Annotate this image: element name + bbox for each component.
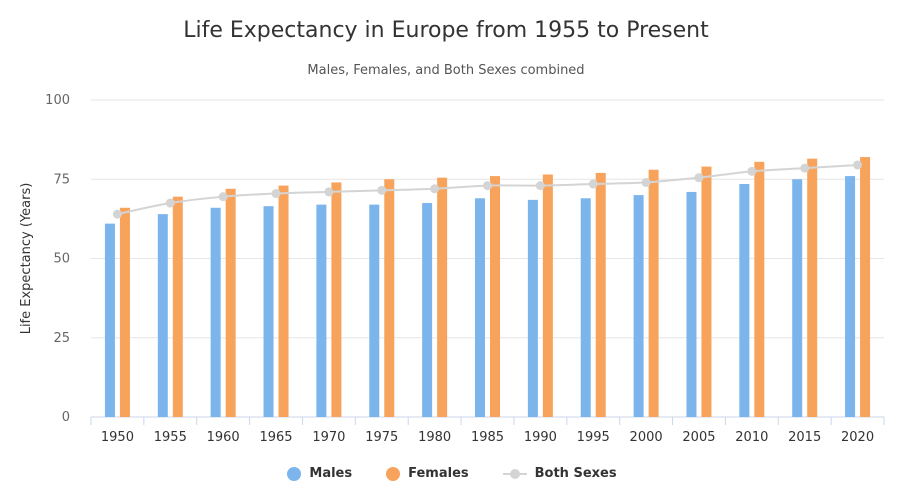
point-both-sexes	[800, 163, 810, 173]
legend-item-both-sexes[interactable]: Both Sexes	[502, 466, 617, 481]
bar-females	[648, 169, 659, 417]
point-both-sexes	[271, 189, 281, 199]
point-both-sexes	[747, 166, 757, 176]
point-both-sexes	[112, 209, 122, 219]
point-both-sexes	[483, 181, 492, 191]
y-axis-title: Life Expectancy (Years)	[19, 183, 34, 335]
bar-females	[437, 177, 448, 417]
legend-swatch-males	[287, 466, 302, 481]
point-both-sexes	[324, 187, 334, 197]
bar-females	[490, 176, 500, 417]
y-tick-label: 75	[53, 172, 70, 187]
x-tick-label: 2020	[841, 430, 874, 445]
bar-females	[278, 185, 289, 417]
bar-males	[422, 203, 433, 417]
x-tick-label: 1985	[471, 430, 504, 445]
bar-females	[860, 157, 871, 417]
legend-swatch-both-sexes	[502, 467, 527, 481]
x-tick-label: 1995	[577, 430, 610, 445]
x-tick-label: 2010	[735, 430, 768, 445]
x-tick-label: 1980	[418, 430, 451, 445]
legend-label-males: Males	[309, 466, 353, 481]
point-both-sexes	[535, 181, 545, 191]
x-tick-label: 1970	[312, 430, 345, 445]
x-tick-label: 1950	[101, 430, 134, 445]
x-tick-label: 1975	[365, 430, 398, 445]
bar-males	[633, 195, 644, 417]
bar-males	[263, 206, 274, 417]
point-both-sexes	[165, 198, 175, 208]
x-tick-label: 1960	[207, 430, 240, 445]
bar-females	[807, 158, 818, 417]
chart-subtitle: Males, Females, and Both Sexes combined	[307, 63, 585, 78]
x-tick-label: 2005	[682, 430, 715, 445]
point-both-sexes	[218, 192, 228, 202]
x-tick-label: 1965	[259, 430, 292, 445]
bar-males	[580, 198, 591, 417]
point-both-sexes	[641, 177, 651, 187]
bar-males	[686, 191, 697, 417]
bar-males	[210, 207, 221, 417]
point-both-sexes	[588, 179, 598, 189]
point-both-sexes	[694, 173, 704, 183]
bar-females	[542, 174, 553, 417]
bar-males	[157, 214, 168, 417]
bar-females	[172, 196, 183, 417]
point-both-sexes	[377, 185, 387, 195]
bar-males	[369, 204, 380, 417]
y-tick-label: 100	[45, 93, 70, 108]
bar-males	[739, 184, 750, 417]
bar-males	[475, 198, 485, 417]
legend-label-females: Females	[408, 466, 469, 481]
x-tick-label: 1990	[524, 430, 557, 445]
bar-females	[331, 182, 342, 417]
bar-males	[104, 223, 115, 417]
bar-females	[225, 188, 236, 417]
legend-swatch-females	[386, 466, 401, 481]
y-tick-label: 0	[62, 410, 70, 425]
point-both-sexes	[430, 184, 440, 194]
bar-females	[595, 172, 606, 417]
bar-males	[527, 199, 538, 417]
x-tick-label: 2000	[630, 430, 663, 445]
legend-item-females[interactable]: Females	[386, 466, 469, 481]
chart-title: Life Expectancy in Europe from 1955 to P…	[183, 18, 709, 43]
x-tick-label: 1955	[154, 430, 187, 445]
legend-item-males[interactable]: Males	[287, 466, 352, 481]
chart-legend: Males Females Both Sexes	[0, 466, 904, 481]
point-both-sexes	[853, 160, 863, 170]
bar-males	[845, 176, 856, 417]
y-tick-label: 25	[53, 331, 70, 346]
legend-label-both-sexes: Both Sexes	[534, 466, 617, 481]
bar-females	[119, 207, 130, 417]
bar-males	[316, 204, 327, 417]
bar-males	[792, 179, 803, 417]
bar-females	[754, 161, 765, 417]
x-tick-label: 2015	[788, 430, 821, 445]
bar-females	[701, 166, 712, 417]
bar-females	[384, 179, 395, 417]
y-tick-label: 50	[53, 252, 70, 267]
